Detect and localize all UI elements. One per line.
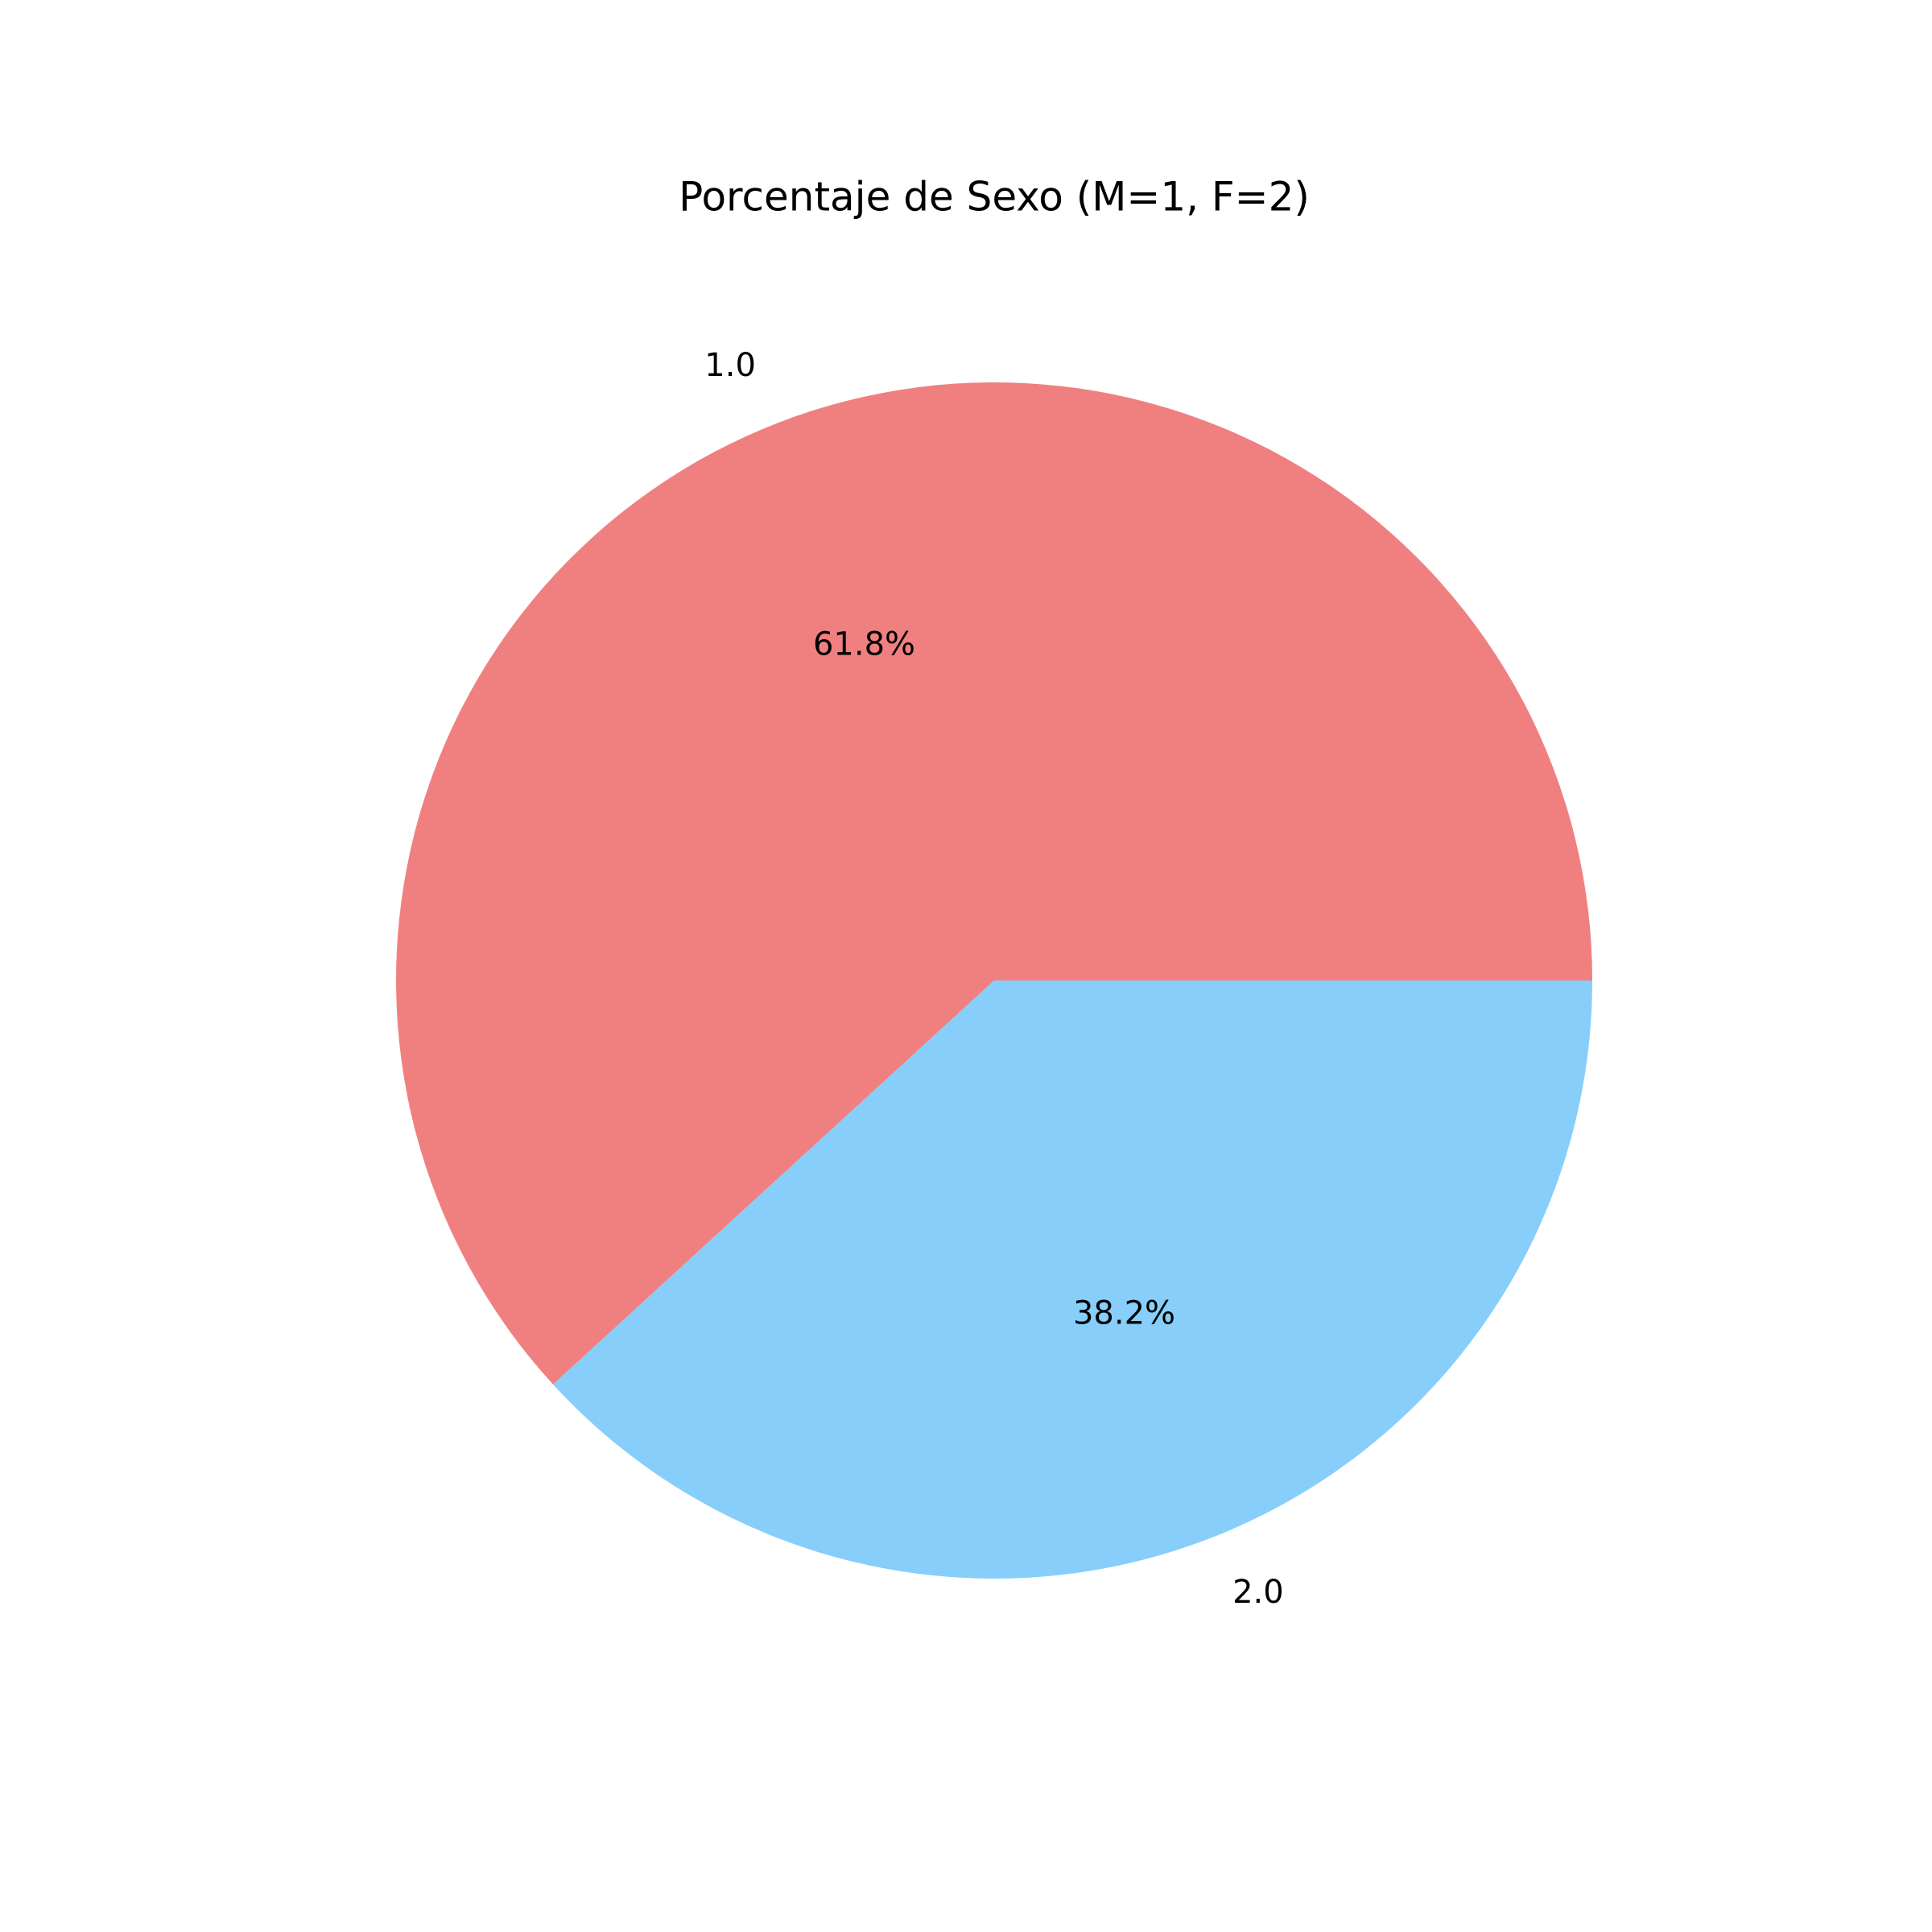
pie-slices xyxy=(396,382,1592,1579)
slice-percentage-label: 38.2% xyxy=(1073,1295,1175,1332)
slice-percentage-label: 61.8% xyxy=(813,625,915,663)
slice-label: 2.0 xyxy=(1232,1574,1284,1611)
chart-title: Porcentaje de Sexo (M=1, F=2) xyxy=(679,174,1310,221)
slice-label: 1.0 xyxy=(704,347,756,384)
pie-labels: 1.0 61.8% 2.0 38.2% xyxy=(704,347,1283,1611)
pie-slice-1-0 xyxy=(396,382,1592,1385)
pie-slice-2-0 xyxy=(553,980,1592,1579)
